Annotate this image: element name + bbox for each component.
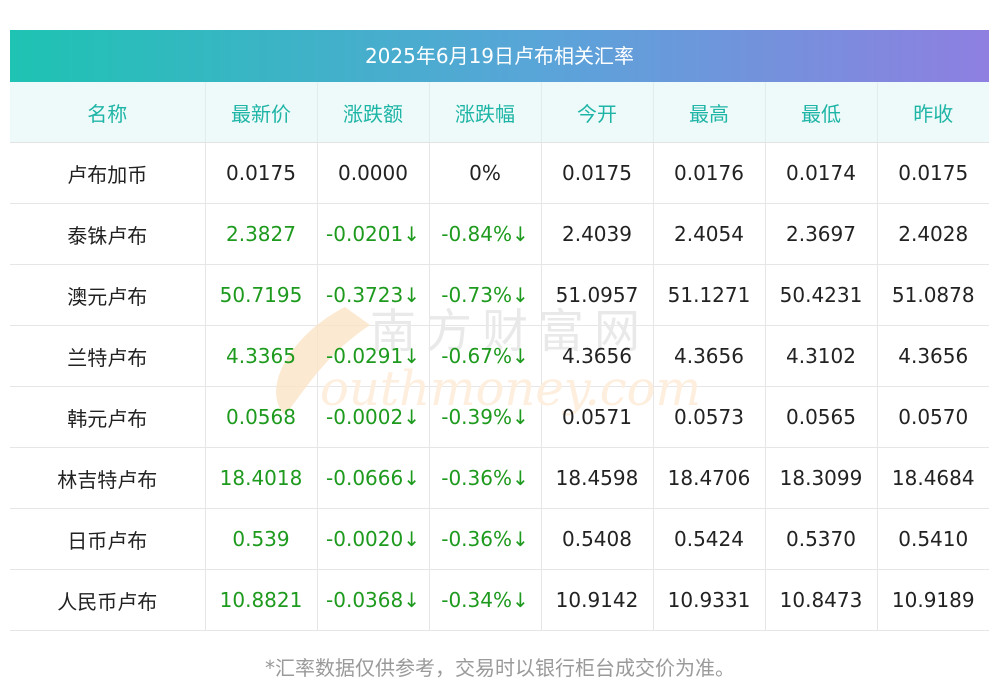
cell-change-pct: -0.39%↓ bbox=[429, 386, 542, 448]
cell-name: 日币卢布 bbox=[10, 508, 206, 570]
cell-low: 18.3099 bbox=[765, 447, 878, 509]
cell-change-pct: -0.67%↓ bbox=[429, 325, 542, 387]
cell-low: 10.8473 bbox=[765, 569, 878, 631]
cell-name: 澳元卢布 bbox=[10, 264, 206, 326]
cell-low: 50.4231 bbox=[765, 264, 878, 326]
cell-change-pct: -0.36%↓ bbox=[429, 447, 542, 509]
table-row: 人民币卢布 10.8821 -0.0368↓ -0.34%↓ 10.9142 1… bbox=[10, 569, 989, 631]
cell-latest: 18.4018 bbox=[205, 447, 318, 509]
cell-change-pct: -0.84%↓ bbox=[429, 203, 542, 265]
cell-prev-close: 4.3656 bbox=[877, 325, 989, 387]
cell-latest: 0.0175 bbox=[205, 142, 318, 204]
cell-latest: 10.8821 bbox=[205, 569, 318, 631]
cell-latest: 50.7195 bbox=[205, 264, 318, 326]
header-high: 最高 bbox=[653, 82, 766, 143]
cell-latest: 4.3365 bbox=[205, 325, 318, 387]
cell-prev-close: 0.0570 bbox=[877, 386, 989, 448]
rate-table-container: 2025年6月19日卢布相关汇率 名称 最新价 涨跌额 涨跌幅 今开 最高 最低… bbox=[10, 30, 989, 631]
cell-change: -0.0201↓ bbox=[317, 203, 430, 265]
cell-open: 0.0175 bbox=[541, 142, 654, 204]
cell-prev-close: 10.9189 bbox=[877, 569, 989, 631]
cell-change-pct: -0.36%↓ bbox=[429, 508, 542, 570]
disclaimer-footnote: *汇率数据仅供参考，交易时以银行柜台成交价为准。 bbox=[265, 656, 735, 680]
cell-change: -0.0291↓ bbox=[317, 325, 430, 387]
cell-open: 0.0571 bbox=[541, 386, 654, 448]
cell-name: 林吉特卢布 bbox=[10, 447, 206, 509]
cell-open: 10.9142 bbox=[541, 569, 654, 631]
header-change-pct: 涨跌幅 bbox=[429, 82, 542, 143]
cell-change: -0.0368↓ bbox=[317, 569, 430, 631]
cell-name: 韩元卢布 bbox=[10, 386, 206, 448]
header-open: 今开 bbox=[541, 82, 654, 143]
cell-high: 10.9331 bbox=[653, 569, 766, 631]
cell-open: 0.5408 bbox=[541, 508, 654, 570]
cell-low: 2.3697 bbox=[765, 203, 878, 265]
header-latest: 最新价 bbox=[205, 82, 318, 143]
cell-low: 0.0565 bbox=[765, 386, 878, 448]
cell-low: 4.3102 bbox=[765, 325, 878, 387]
cell-change: -0.0666↓ bbox=[317, 447, 430, 509]
table-row: 泰铢卢布 2.3827 -0.0201↓ -0.84%↓ 2.4039 2.40… bbox=[10, 203, 989, 265]
cell-high: 0.0176 bbox=[653, 142, 766, 204]
header-row: 名称 最新价 涨跌额 涨跌幅 今开 最高 最低 昨收 bbox=[10, 82, 989, 143]
exchange-rate-table: 名称 最新价 涨跌额 涨跌幅 今开 最高 最低 昨收 卢布加币 0.0175 0… bbox=[10, 82, 989, 631]
cell-prev-close: 51.0878 bbox=[877, 264, 989, 326]
table-title: 2025年6月19日卢布相关汇率 bbox=[10, 30, 989, 82]
cell-low: 0.0174 bbox=[765, 142, 878, 204]
table-header: 名称 最新价 涨跌额 涨跌幅 今开 最高 最低 昨收 bbox=[10, 82, 989, 143]
cell-prev-close: 18.4684 bbox=[877, 447, 989, 509]
cell-name: 人民币卢布 bbox=[10, 569, 206, 631]
cell-high: 0.5424 bbox=[653, 508, 766, 570]
cell-latest: 0.539 bbox=[205, 508, 318, 570]
cell-name: 泰铢卢布 bbox=[10, 203, 206, 265]
cell-latest: 2.3827 bbox=[205, 203, 318, 265]
cell-high: 0.0573 bbox=[653, 386, 766, 448]
cell-open: 2.4039 bbox=[541, 203, 654, 265]
cell-prev-close: 2.4028 bbox=[877, 203, 989, 265]
header-prev-close: 昨收 bbox=[877, 82, 989, 143]
cell-high: 2.4054 bbox=[653, 203, 766, 265]
cell-change-pct: -0.34%↓ bbox=[429, 569, 542, 631]
cell-high: 4.3656 bbox=[653, 325, 766, 387]
header-low: 最低 bbox=[765, 82, 878, 143]
table-row: 兰特卢布 4.3365 -0.0291↓ -0.67%↓ 4.3656 4.36… bbox=[10, 325, 989, 387]
cell-change: -0.3723↓ bbox=[317, 264, 430, 326]
cell-name: 兰特卢布 bbox=[10, 325, 206, 387]
cell-low: 0.5370 bbox=[765, 508, 878, 570]
table-row: 韩元卢布 0.0568 -0.0002↓ -0.39%↓ 0.0571 0.05… bbox=[10, 386, 989, 448]
cell-change: 0.0000 bbox=[317, 142, 430, 204]
cell-latest: 0.0568 bbox=[205, 386, 318, 448]
cell-change: -0.0020↓ bbox=[317, 508, 430, 570]
table-row: 日币卢布 0.539 -0.0020↓ -0.36%↓ 0.5408 0.542… bbox=[10, 508, 989, 570]
cell-change-pct: 0% bbox=[429, 142, 542, 204]
cell-open: 18.4598 bbox=[541, 447, 654, 509]
cell-prev-close: 0.0175 bbox=[877, 142, 989, 204]
cell-open: 51.0957 bbox=[541, 264, 654, 326]
cell-change: -0.0002↓ bbox=[317, 386, 430, 448]
table-row: 林吉特卢布 18.4018 -0.0666↓ -0.36%↓ 18.4598 1… bbox=[10, 447, 989, 509]
cell-high: 18.4706 bbox=[653, 447, 766, 509]
cell-high: 51.1271 bbox=[653, 264, 766, 326]
header-change: 涨跌额 bbox=[317, 82, 430, 143]
header-name: 名称 bbox=[10, 82, 206, 143]
cell-name: 卢布加币 bbox=[10, 142, 206, 204]
cell-open: 4.3656 bbox=[541, 325, 654, 387]
cell-change-pct: -0.73%↓ bbox=[429, 264, 542, 326]
cell-prev-close: 0.5410 bbox=[877, 508, 989, 570]
table-body: 卢布加币 0.0175 0.0000 0% 0.0175 0.0176 0.01… bbox=[10, 142, 989, 631]
table-row: 卢布加币 0.0175 0.0000 0% 0.0175 0.0176 0.01… bbox=[10, 142, 989, 204]
table-row: 澳元卢布 50.7195 -0.3723↓ -0.73%↓ 51.0957 51… bbox=[10, 264, 989, 326]
